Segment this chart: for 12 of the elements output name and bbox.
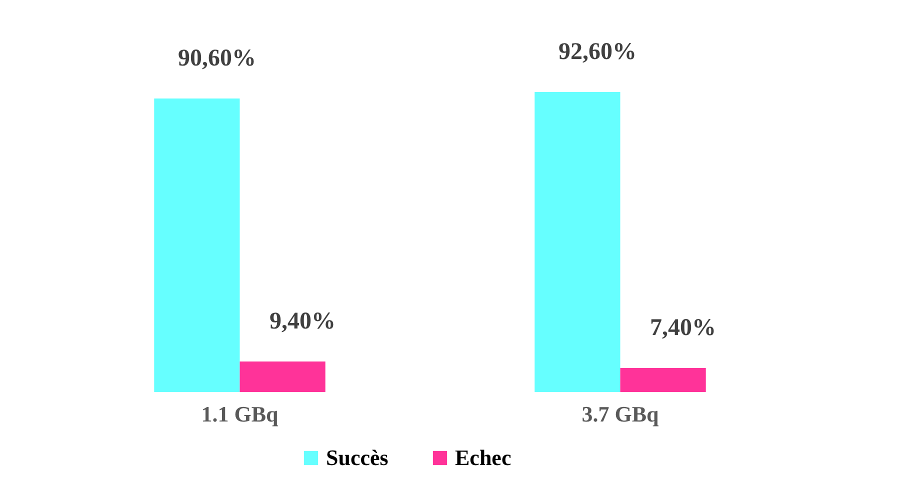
x-tick-label: 3.7 GBq xyxy=(582,402,660,426)
bar xyxy=(240,362,326,392)
data-label: 9,40% xyxy=(270,308,336,335)
bar xyxy=(154,98,240,392)
bar xyxy=(620,368,706,392)
data-label: 90,60% xyxy=(178,45,256,72)
x-tick-label: 1.1 GBq xyxy=(201,402,280,426)
data-label: 7,40% xyxy=(650,315,716,342)
legend-label: Succès xyxy=(326,445,389,470)
bar xyxy=(534,92,620,392)
legend-label: Echec xyxy=(455,445,512,470)
data-label: 92,60% xyxy=(558,39,636,65)
